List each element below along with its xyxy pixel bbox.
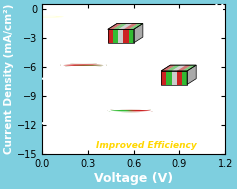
Bar xyxy=(113,29,118,43)
Circle shape xyxy=(33,16,64,18)
Circle shape xyxy=(61,64,106,67)
Bar xyxy=(177,71,182,84)
Polygon shape xyxy=(113,23,127,29)
Bar xyxy=(108,29,134,43)
Polygon shape xyxy=(118,23,132,29)
Circle shape xyxy=(108,109,154,112)
Circle shape xyxy=(21,15,76,19)
Bar xyxy=(161,71,187,84)
Polygon shape xyxy=(166,65,181,71)
Polygon shape xyxy=(182,65,196,71)
Bar xyxy=(166,71,172,84)
Circle shape xyxy=(41,16,56,17)
Bar xyxy=(172,71,177,84)
Bar xyxy=(128,29,134,43)
X-axis label: Voltage (V): Voltage (V) xyxy=(94,172,173,185)
Polygon shape xyxy=(108,23,122,29)
Polygon shape xyxy=(129,23,143,29)
Bar xyxy=(108,29,113,43)
Bar xyxy=(182,71,187,84)
Polygon shape xyxy=(108,23,143,29)
Text: Improved Efficiency: Improved Efficiency xyxy=(96,141,196,150)
Circle shape xyxy=(6,14,91,19)
Polygon shape xyxy=(177,65,191,71)
Y-axis label: Current Density (mA/cm²): Current Density (mA/cm²) xyxy=(4,4,14,154)
Bar xyxy=(118,29,123,43)
Polygon shape xyxy=(134,23,143,43)
Bar xyxy=(161,71,166,84)
Polygon shape xyxy=(161,65,196,71)
Polygon shape xyxy=(161,65,176,71)
Polygon shape xyxy=(187,65,196,84)
Bar xyxy=(123,29,128,43)
Polygon shape xyxy=(123,23,138,29)
Polygon shape xyxy=(172,65,186,71)
